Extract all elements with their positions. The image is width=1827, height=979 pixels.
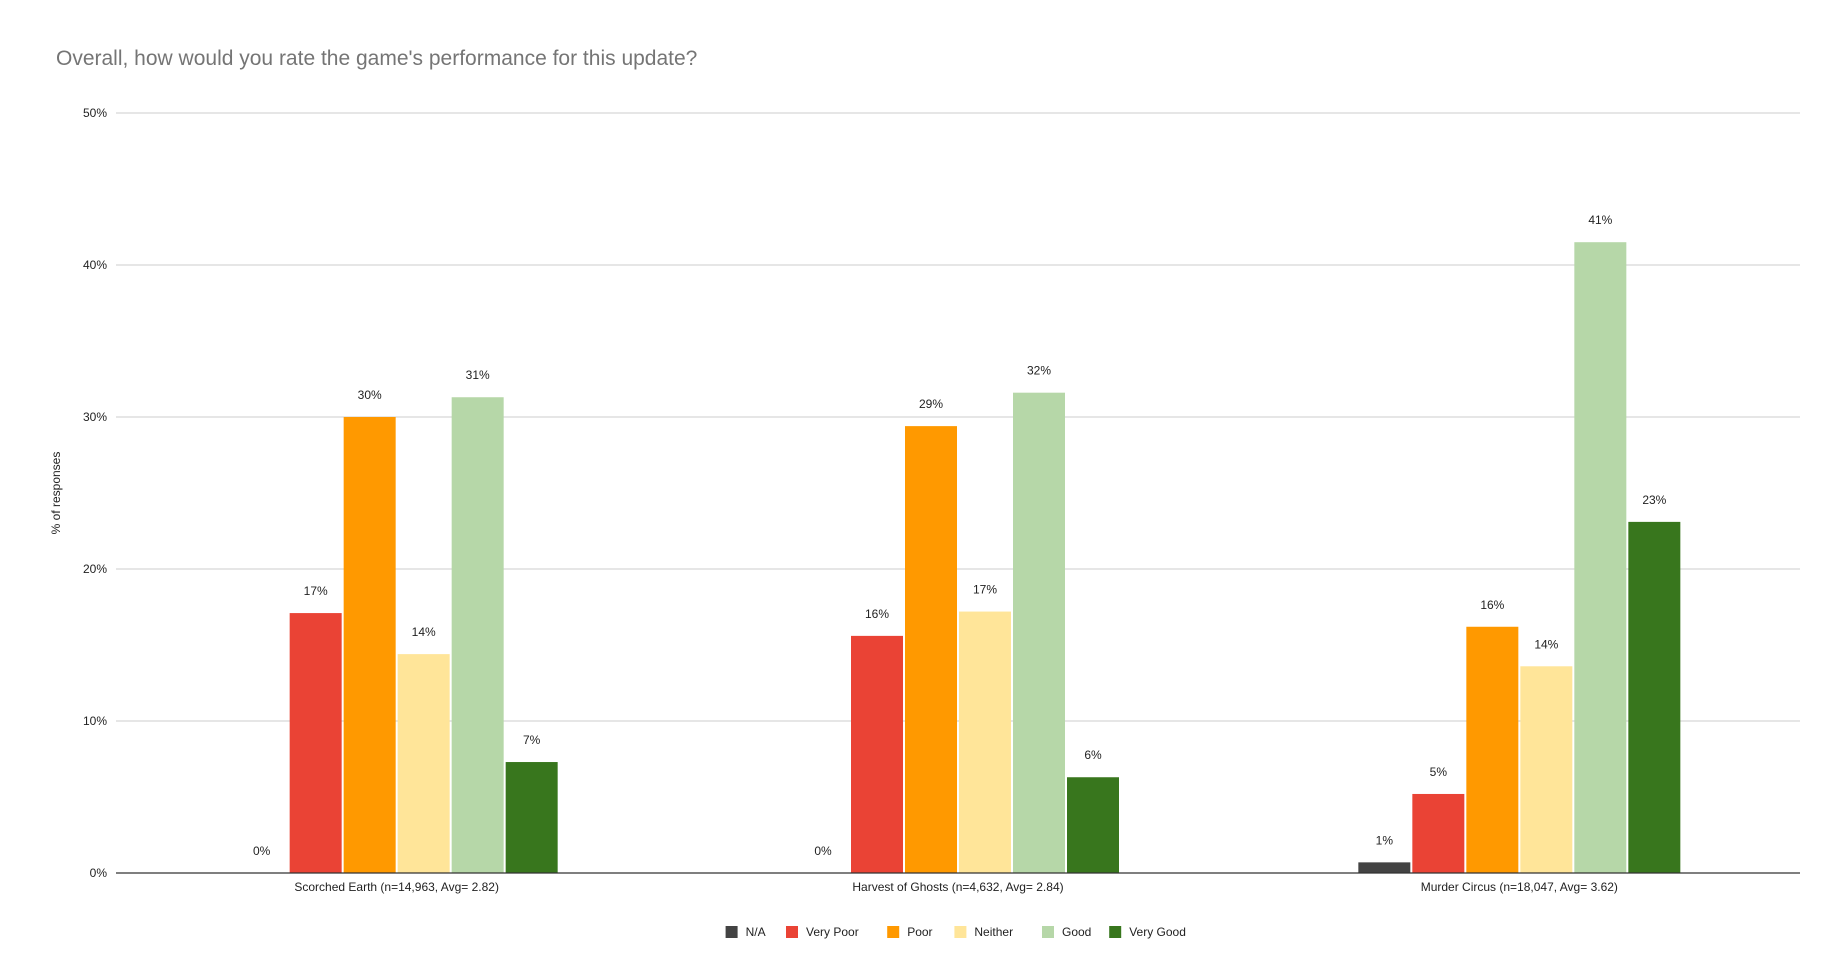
data-label: 5% (1430, 765, 1448, 779)
gridlines (116, 112, 1800, 722)
data-label: 23% (1642, 493, 1666, 507)
y-tick-label: 40% (83, 258, 107, 272)
legend-swatch (786, 926, 798, 938)
data-label: 30% (358, 388, 382, 402)
x-tick-label: Murder Circus (n=18,047, Avg= 3.62) (1421, 880, 1618, 894)
data-label: 0% (814, 844, 832, 858)
data-label: 7% (523, 733, 541, 747)
data-label: 31% (466, 368, 490, 382)
bar (397, 654, 450, 873)
legend-swatch (887, 926, 900, 938)
x-tick-label: Scorched Earth (n=14,963, Avg= 2.82) (294, 880, 499, 894)
legend: N/A Very Poor Poor Neither Good Very Good (725, 925, 1186, 939)
data-label: 17% (304, 584, 328, 598)
legend-swatch (954, 926, 967, 938)
legend-label: Good (1062, 925, 1091, 939)
x-tick-label: Harvest of Ghosts (n=4,632, Avg= 2.84) (852, 880, 1063, 894)
data-label: 14% (1534, 637, 1558, 651)
chart-title: Overall, how would you rate the game's p… (56, 47, 698, 70)
bar (1412, 793, 1465, 873)
data-label: 16% (1480, 598, 1504, 612)
legend-swatch (1042, 926, 1054, 938)
bar (851, 635, 903, 873)
bar (1067, 777, 1119, 873)
data-label: 41% (1588, 213, 1612, 227)
y-tick-label: 10% (83, 714, 107, 728)
bar (1013, 392, 1065, 873)
bar (959, 611, 1011, 873)
legend-label: Neither (974, 925, 1013, 939)
data-label: 1% (1376, 833, 1394, 847)
bars (289, 242, 1681, 873)
bar (1574, 242, 1627, 873)
bar (505, 762, 558, 873)
bar (1520, 666, 1573, 873)
bar (343, 417, 396, 873)
legend-label: Very Good (1129, 925, 1186, 939)
legend-label: Very Poor (806, 925, 859, 939)
bar (451, 397, 504, 873)
legend-swatch (1109, 926, 1122, 938)
y-tick-label: 20% (83, 562, 107, 576)
data-label: 32% (1027, 364, 1051, 378)
legend-label: Poor (907, 925, 932, 939)
data-label: 6% (1084, 748, 1102, 762)
data-labels: 0% 17% 30% 14% 31% 7% 0% 16% 29% 17% 32% 6% 1% 5% 16% 1… (253, 213, 1667, 858)
axes: 0% 10% 20% 30% 40% 50% % of responses Scorched … (49, 106, 1800, 894)
bar (289, 613, 342, 873)
y-tick-label: 0% (90, 866, 108, 880)
bar (1358, 862, 1411, 873)
data-label: 17% (973, 583, 997, 597)
legend-swatch (725, 926, 738, 938)
data-label: 16% (865, 607, 889, 621)
bar (905, 426, 957, 873)
bar (1628, 521, 1681, 873)
data-label: 29% (919, 397, 943, 411)
y-tick-label: 50% (83, 106, 107, 120)
bar (1466, 626, 1519, 873)
data-label: 14% (412, 625, 436, 639)
y-axis-title: % of responses (49, 452, 63, 535)
legend-label: N/A (746, 925, 766, 939)
y-tick-label: 30% (83, 410, 107, 424)
data-label: 0% (253, 844, 271, 858)
